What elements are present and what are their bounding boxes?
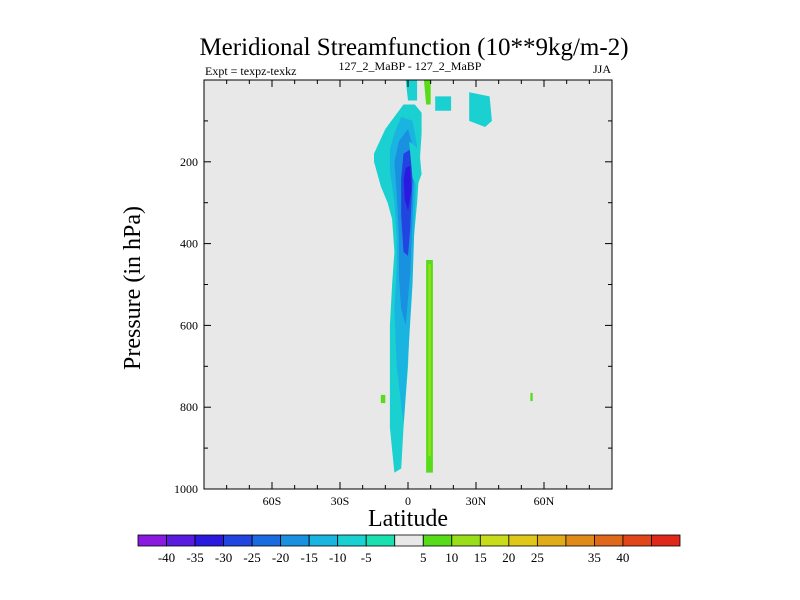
colorbar-label: 25 [531, 550, 544, 565]
colorbar-swatch [451, 534, 481, 547]
contour-region-11 [409, 141, 422, 187]
x-tick-label: 60N [534, 494, 555, 508]
colorbar-label: -40 [158, 550, 175, 565]
contour-region-5 [405, 80, 418, 101]
colorbar-label: -25 [243, 550, 260, 565]
contour-region-8 [428, 264, 431, 457]
x-tick-label: 30S [331, 494, 350, 508]
colorbar-swatch [594, 534, 624, 547]
colorbar-swatch [251, 534, 282, 547]
y-tick-label: 1000 [174, 482, 198, 496]
colorbar-label: 15 [474, 550, 487, 565]
subtitle-center: 127_2_MaBP - 127_2_MaBP [339, 59, 482, 73]
x-tick-label: 30N [466, 494, 487, 508]
colorbar-label: 40 [616, 550, 629, 565]
contour-region-13 [530, 392, 533, 402]
colorbar-swatch [137, 534, 167, 547]
contour-region-4 [403, 165, 412, 211]
contour-region-9 [469, 92, 492, 127]
y-tick-label: 400 [180, 237, 198, 251]
colorbar-swatch [280, 534, 310, 547]
x-tick-label: 0 [405, 494, 411, 508]
colorbar-swatch [337, 534, 367, 547]
colorbar-label: -30 [215, 550, 232, 565]
colorbar-swatch [166, 534, 196, 547]
y-axis-label: Pressure (in hPa) [120, 206, 146, 370]
colorbar-label: -5 [361, 550, 372, 565]
colorbar-label: 20 [502, 550, 515, 565]
chart-title: Meridional Streamfunction (10**9kg/m-2) [199, 34, 628, 61]
colorbar-swatch [651, 534, 681, 547]
contour-region-12 [380, 394, 386, 404]
colorbar-swatch [508, 534, 538, 547]
x-axis-label: Latitude [368, 506, 448, 532]
contour-regions [374, 80, 533, 473]
colorbar-swatch [223, 534, 253, 547]
colorbar: -40 -35 -30 -25 -20 -15 -10 -5 5 10 15 20 25 35 40 [137, 534, 681, 565]
plot-area: 60S 30S 0 30N 60N 200 400 600 800 1000 [174, 79, 613, 508]
x-tick-label: 60S [263, 494, 282, 508]
colorbar-label: 35 [588, 550, 601, 565]
colorbar-label: -15 [301, 550, 318, 565]
colorbar-swatch [622, 534, 652, 547]
subtitle-right: JJA [593, 62, 611, 76]
colorbar-swatch [194, 534, 224, 547]
y-tick-label: 200 [180, 155, 198, 169]
colorbar-swatch [365, 534, 396, 547]
colorbar-label: 10 [445, 550, 458, 565]
contour-region-6 [423, 80, 431, 105]
colorbar-swatch [308, 534, 339, 547]
colorbar-swatch [479, 534, 510, 547]
colorbar-swatch [422, 534, 453, 547]
y-tick-label: 800 [180, 400, 198, 414]
axis-ticks: 60S 30S 0 30N 60N 200 400 600 800 1000 [174, 80, 612, 508]
colorbar-swatch [536, 534, 567, 547]
colorbar-label: 5 [420, 550, 427, 565]
colorbar-swatch [565, 534, 595, 547]
colorbar-swatch [394, 534, 424, 547]
y-tick-label: 600 [180, 318, 198, 332]
colorbar-label: -10 [329, 550, 346, 565]
subtitle-left: Expt = texpz-texkz [205, 64, 296, 78]
colorbar-label: -20 [272, 550, 289, 565]
colorbar-label: -35 [186, 550, 203, 565]
contour-region-10 [435, 96, 452, 111]
